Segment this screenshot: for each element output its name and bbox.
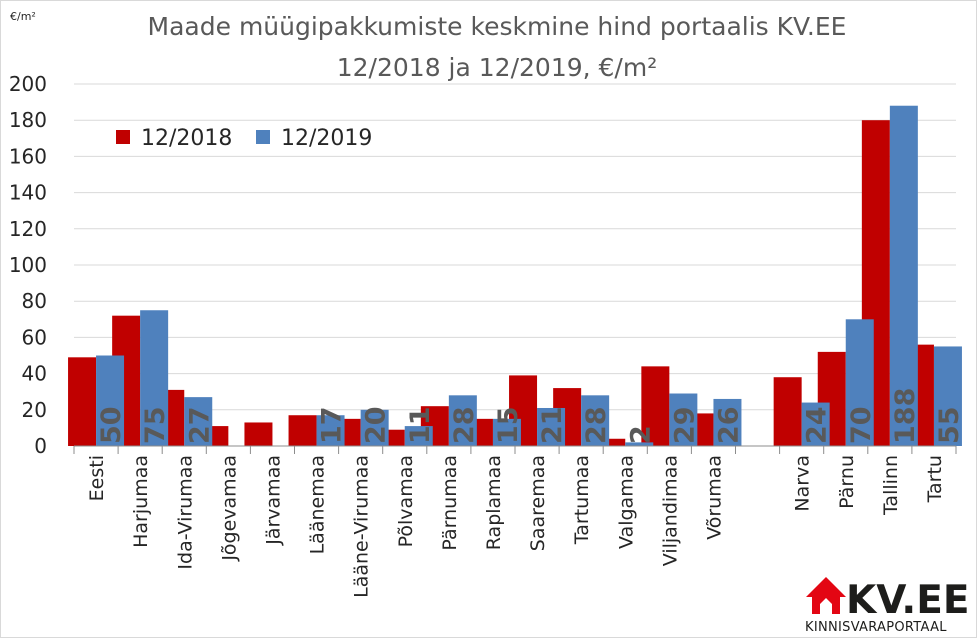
legend: 12/2018 12/2019 <box>116 126 372 151</box>
data-label: 15 <box>493 406 524 444</box>
bar-12-2019 <box>360 409 389 446</box>
legend-swatch-2019 <box>256 130 270 144</box>
category-label: Ida-Virumaa <box>174 455 196 570</box>
category-label: Pärnumaa <box>439 455 461 551</box>
house-icon <box>806 577 846 614</box>
kvee-logo: KV.EE KINNISVARAPORTAAL <box>805 577 969 635</box>
data-label: 11 <box>405 406 436 444</box>
bar-12-2019 <box>669 393 698 446</box>
data-labels: 50 75 27 17 20 11 28 15 21 28 2 29 26 24 70 188 55 <box>96 388 965 444</box>
chart-subtitle: 12/2018 ja 12/2019, €/m² <box>337 53 657 82</box>
y-tick-label: 0 <box>34 434 47 458</box>
category-label: Valgamaa <box>615 455 637 549</box>
category-label: Jõgevamaa <box>218 455 240 562</box>
y-tick-label: 140 <box>9 181 47 205</box>
bar-12-2019 <box>184 397 213 446</box>
data-label: 55 <box>934 406 965 444</box>
category-label: Tallinn <box>880 455 902 516</box>
bar-12-2018 <box>597 438 626 446</box>
y-axis: 0 20 40 60 80 100 120 140 160 180 200 <box>9 72 47 458</box>
category-label: Saaremaa <box>527 455 549 551</box>
bar-12-2019 <box>889 105 918 446</box>
data-label: 29 <box>669 406 700 444</box>
y-tick-label: 20 <box>22 398 47 422</box>
category-label: Pärnu <box>836 455 858 509</box>
bar-12-2018 <box>244 422 273 446</box>
bar-12-2018 <box>641 366 670 446</box>
category-label: Narva <box>792 455 814 512</box>
data-label: 27 <box>184 406 215 444</box>
bar-12-2019 <box>801 402 830 446</box>
category-label: Tartumaa <box>571 455 593 545</box>
y-tick-label: 100 <box>9 253 47 277</box>
data-label: 75 <box>140 406 171 444</box>
bar-12-2019 <box>625 442 654 446</box>
logo-text: KV.EE <box>846 578 969 623</box>
bar-12-2019 <box>581 395 610 446</box>
category-label: Tartu <box>924 455 946 503</box>
category-label: Läänemaa <box>307 455 329 554</box>
category-label: Eesti <box>86 455 108 501</box>
data-label: 26 <box>713 406 744 444</box>
bar-12-2019 <box>713 398 742 446</box>
bars <box>68 105 962 446</box>
bar-12-2019 <box>845 319 874 446</box>
bar-12-2019 <box>96 355 125 446</box>
chart-title: Maade müügipakkumiste keskmine hind port… <box>148 12 847 41</box>
category-label: Võrumaa <box>703 455 725 540</box>
category-label: Lääne-Virumaa <box>351 455 373 598</box>
x-axis: Eesti Harjumaa Ida-Virumaa Jõgevamaa Järvama… <box>73 446 957 598</box>
y-tick-label: 80 <box>22 289 47 313</box>
bar-12-2019 <box>933 346 962 446</box>
bar-12-2019 <box>448 395 477 446</box>
category-label: Raplamaa <box>483 455 505 550</box>
bar-12-2019 <box>316 415 345 446</box>
category-label: Viljandimaa <box>659 455 681 566</box>
data-label: 28 <box>449 406 480 444</box>
legend-swatch-2018 <box>116 130 130 144</box>
category-label: Järvamaa <box>262 455 284 546</box>
y-tick-label: 120 <box>9 217 47 241</box>
bar-12-2019 <box>537 407 566 446</box>
bar-12-2019 <box>140 310 169 446</box>
data-label: 188 <box>890 388 921 444</box>
category-label: Harjumaa <box>130 455 152 548</box>
bar-12-2019 <box>404 426 433 446</box>
bar-12-2018 <box>288 415 317 446</box>
data-label: 24 <box>802 406 833 444</box>
y-tick-label: 40 <box>22 362 47 386</box>
bar-12-2019 <box>492 418 521 446</box>
y-tick-label: 200 <box>9 72 47 96</box>
logo-subtext: KINNISVARAPORTAAL <box>805 620 947 635</box>
data-label: 21 <box>537 406 568 444</box>
category-label: Põlvamaa <box>395 455 417 547</box>
legend-label-2018: 12/2018 <box>141 126 232 151</box>
data-label: 50 <box>96 406 127 444</box>
legend-label-2019: 12/2019 <box>281 126 372 151</box>
data-label: 70 <box>846 406 877 444</box>
y-tick-label: 60 <box>22 325 47 349</box>
y-tick-label: 180 <box>9 108 47 132</box>
data-label: 17 <box>317 406 348 444</box>
y-tick-label: 160 <box>9 144 47 168</box>
data-label: 28 <box>581 406 612 444</box>
data-label: 20 <box>361 406 392 444</box>
bar-12-2018 <box>773 377 802 446</box>
bar-12-2018 <box>68 357 97 446</box>
unit-label: €/m² <box>10 10 36 23</box>
data-label: 2 <box>625 425 656 444</box>
